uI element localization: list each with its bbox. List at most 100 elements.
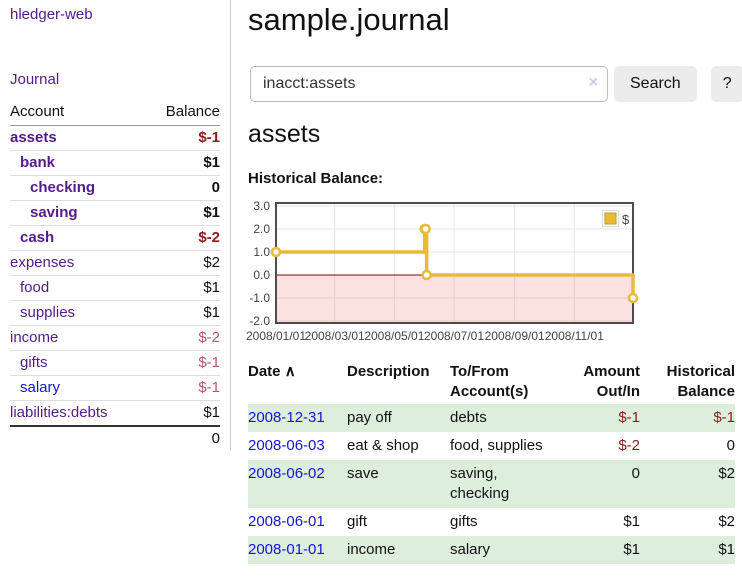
data-point-marker	[423, 271, 431, 279]
register-accounts-cell: food, supplies	[450, 432, 566, 460]
account-link-cash[interactable]: cash	[10, 229, 54, 246]
x-tick-label: 2008/07/01	[424, 329, 484, 343]
account-link-income[interactable]: income	[10, 329, 58, 346]
account-row: cash $-2	[10, 226, 220, 251]
account-balance: $-1	[145, 126, 220, 151]
accounts-header-row: Account Balance	[10, 100, 220, 126]
account-row: assets $-1	[10, 126, 220, 151]
account-balance: $1	[145, 401, 220, 427]
register-table: Date ∧ Description To/From Account(s) Am…	[248, 360, 735, 564]
register-balance-cell: $1	[640, 536, 735, 564]
search-button[interactable]: Search	[614, 66, 697, 102]
account-name-cell: supplies	[10, 301, 145, 326]
account-name-cell: saving	[10, 201, 145, 226]
account-link-bank[interactable]: bank	[10, 154, 55, 171]
y-tick-label: -2.0	[249, 314, 270, 328]
register-amount-cell: $1	[566, 508, 640, 536]
accounts-total-row: 0	[10, 426, 220, 451]
legend-swatch	[605, 213, 616, 224]
account-balance: $1	[145, 276, 220, 301]
register-date-cell: 2008-06-02	[248, 460, 347, 508]
transaction-date-link[interactable]: 2008-01-01	[248, 541, 325, 558]
register-accounts-cell: gifts	[450, 508, 566, 536]
search-input[interactable]	[250, 66, 608, 102]
search-input-wrap: ×	[250, 66, 608, 102]
account-row: checking 0	[10, 176, 220, 201]
account-balance: $-2	[145, 326, 220, 351]
x-tick-label: 2008/01/01	[246, 329, 306, 343]
account-name-cell: expenses	[10, 251, 145, 276]
register-date-cell: 2008-06-01	[248, 508, 347, 536]
legend-label: $	[622, 212, 630, 227]
accounts-total-value: 0	[145, 426, 220, 451]
transaction-date-link[interactable]: 2008-12-31	[248, 409, 325, 426]
account-link-salary[interactable]: salary	[10, 379, 60, 396]
sidebar-item-journal[interactable]: Journal	[10, 71, 59, 88]
account-balance: $2	[145, 251, 220, 276]
account-balance: 0	[145, 176, 220, 201]
account-balance: $1	[145, 301, 220, 326]
x-tick-label: 2008/03/01	[305, 329, 365, 343]
account-name-cell: salary	[10, 376, 145, 401]
transaction-date-link[interactable]: 2008-06-01	[248, 513, 325, 530]
register-col-description: Description	[347, 360, 450, 404]
app-brand-link[interactable]: hledger-web	[10, 6, 93, 23]
transaction-date-link[interactable]: 2008-06-03	[248, 437, 325, 454]
x-tick-label: 2008/09/01	[485, 329, 545, 343]
register-accounts-cell: saving, checking	[450, 460, 566, 508]
register-date-cell: 2008-06-03	[248, 432, 347, 460]
chart-svg: $3.02.01.00.0-1.0-2.02008/01/012008/03/0…	[240, 200, 640, 348]
account-row: bank$1	[10, 151, 220, 176]
account-link-food[interactable]: food	[10, 279, 49, 296]
account-link-saving[interactable]: saving	[10, 204, 78, 221]
accounts-total-spacer	[10, 426, 145, 451]
hledger-web-app: hledger-web Journal Account Balance asse…	[0, 0, 742, 582]
account-link-liabilities-debts[interactable]: liabilities:debts	[10, 404, 108, 421]
data-point-marker	[422, 225, 430, 233]
account-link-assets[interactable]: assets	[10, 129, 57, 146]
clear-search-icon[interactable]: ×	[589, 74, 598, 92]
account-row: supplies $1	[10, 301, 220, 326]
register-amount-cell: $-1	[566, 404, 640, 432]
transaction-date-link[interactable]: 2008-06-02	[248, 465, 325, 482]
accounts-col-account: Account	[10, 100, 145, 126]
register-row: 2008-06-02savesaving, checking0$2	[248, 460, 735, 508]
account-balance: $-2	[145, 226, 220, 251]
register-description-cell: gift	[347, 508, 450, 536]
register-accounts-cell: salary	[450, 536, 566, 564]
register-balance-cell: $2	[640, 508, 735, 536]
account-row: gifts$-1	[10, 351, 220, 376]
account-link-supplies[interactable]: supplies	[10, 304, 75, 321]
account-row: liabilities:debts $1	[10, 401, 220, 427]
account-row: food $1	[10, 276, 220, 301]
search-bar: × Search ?	[250, 66, 742, 102]
account-link-expenses[interactable]: expenses	[10, 254, 74, 271]
register-amount-cell: $1	[566, 536, 640, 564]
account-name-cell: bank	[10, 151, 145, 176]
account-row: saving $1	[10, 201, 220, 226]
account-name-cell: gifts	[10, 351, 145, 376]
account-name-cell: income	[10, 326, 145, 351]
account-name-cell: cash	[10, 226, 145, 251]
register-row: 2008-06-01 giftgifts$1$2	[248, 508, 735, 536]
register-amount-cell: 0	[566, 460, 640, 508]
main-content: sample.journal × Search ? assets Histori…	[248, 0, 742, 582]
account-heading: assets	[248, 120, 320, 149]
register-col-date[interactable]: Date ∧	[248, 360, 347, 404]
register-description-cell: pay off	[347, 404, 450, 432]
register-col-balance: Historical Balance	[640, 360, 735, 404]
account-row: expenses $2	[10, 251, 220, 276]
account-link-checking[interactable]: checking	[10, 179, 95, 196]
register-description-cell: income	[347, 536, 450, 564]
register-header-row: Date ∧ Description To/From Account(s) Am…	[248, 360, 735, 404]
negative-region-fill	[277, 275, 633, 322]
register-date-cell: 2008-12-31	[248, 404, 347, 432]
data-point-marker	[629, 294, 637, 302]
account-name-cell: checking	[10, 176, 145, 201]
register-col-amount: Amount Out/In	[566, 360, 640, 404]
account-link-gifts[interactable]: gifts	[10, 354, 48, 371]
account-name-cell: food	[10, 276, 145, 301]
account-balance: $1	[145, 201, 220, 226]
help-button[interactable]: ?	[711, 66, 742, 102]
y-tick-label: 1.0	[253, 245, 270, 259]
